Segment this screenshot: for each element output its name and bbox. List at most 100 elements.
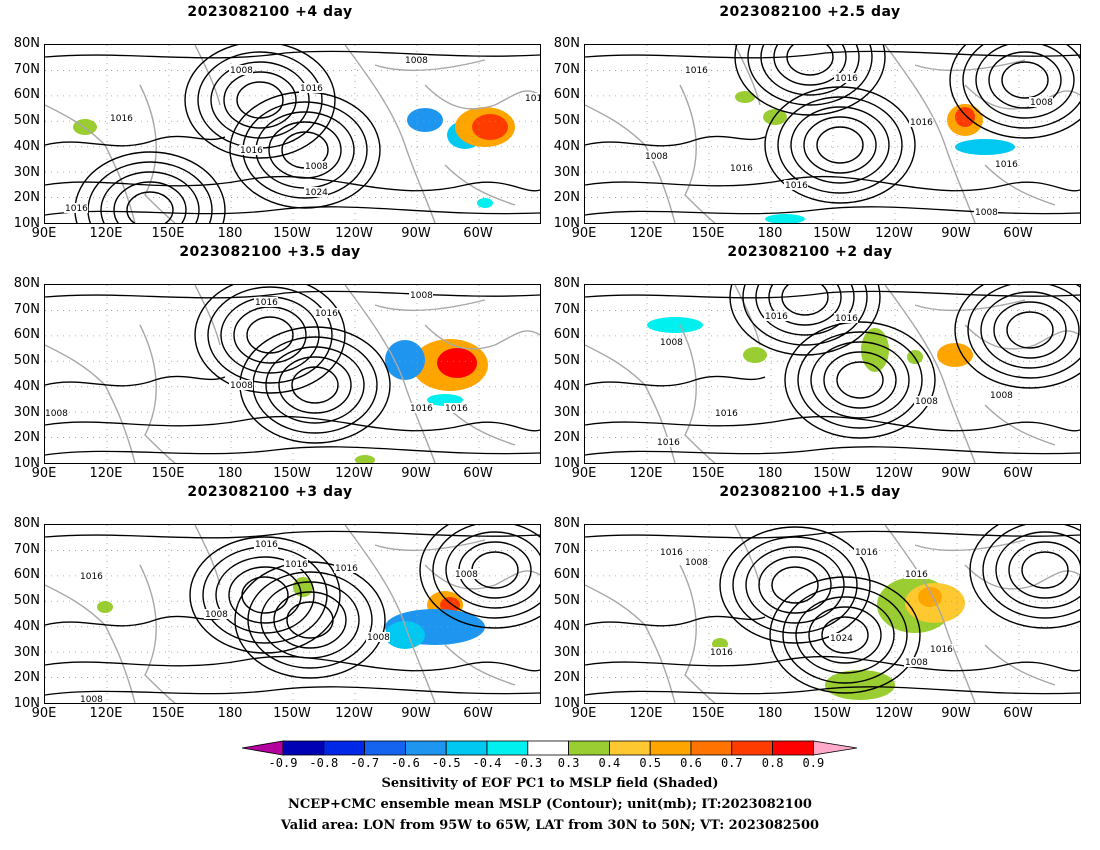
isobar-contour: [745, 546, 845, 624]
contour-label-bg: [684, 65, 708, 75]
contour-label: 1016: [300, 84, 323, 94]
latitude-label: 40N: [553, 378, 580, 394]
map-frame: 1016 1016 1008 1008 1008 1016 1016: [44, 284, 541, 464]
panel-title: 2023082100 +2.5 day: [719, 4, 901, 20]
longitude-label: 60W: [463, 226, 493, 241]
contour-label: 1016: [410, 404, 433, 414]
isobar-contour: [719, 526, 871, 644]
contour-label: 1016: [995, 160, 1018, 170]
isobar-contour: [969, 525, 1080, 629]
contour-label: 1016: [905, 570, 928, 580]
latitude-label: 50N: [13, 353, 40, 369]
caption-line-3: Valid area: LON from 95W to 65W, LAT fro…: [280, 818, 820, 833]
longitude-label: 120W: [335, 466, 373, 481]
contour-label: 1024: [830, 634, 853, 644]
isobar-contour: [585, 206, 1080, 216]
contour-label-bg: [929, 644, 953, 654]
contour-label: 1016: [240, 146, 263, 156]
contour-label: 1016: [255, 298, 278, 308]
contour-label: 1016: [80, 572, 103, 582]
contour-label: 1008: [305, 162, 328, 172]
coastline: [679, 324, 716, 463]
colorbar-swatch: [323, 740, 366, 756]
coastline: [424, 84, 540, 110]
isobar-contour: [803, 116, 877, 174]
latitude-label: 20N: [13, 430, 40, 446]
map-svg: 1008 1016 1016 1016 1016 1008 1024 1016 1008: [45, 45, 540, 223]
longitude-label: 90E: [31, 466, 57, 481]
panel-plus-3.5-day: 2023082100 +3.5 day 1016 1016 1008 1008 1008…: [0, 244, 541, 485]
isobar-contour: [194, 285, 346, 394]
isobar-contour: [585, 446, 1080, 456]
isobar-contour: [790, 106, 890, 184]
colorbar-label: 0.9: [802, 756, 825, 770]
panel-plus-4-day: 2023082100 +4 day 1008101610161016101610…: [0, 4, 541, 245]
latitude-label: 70N: [553, 61, 580, 77]
latitude-label: 20N: [13, 190, 40, 206]
isobar-contour: [995, 531, 1080, 609]
colorbar-label: -0.4: [472, 756, 502, 770]
isobar-contour: [808, 606, 882, 664]
longitude-label: 60W: [1003, 226, 1033, 241]
contour-label: 1016: [785, 181, 808, 191]
contour-label: 1016: [315, 309, 338, 319]
contour-label-bg: [989, 390, 1013, 400]
latitude-label: 40N: [553, 618, 580, 634]
isobar-contour: [988, 51, 1062, 109]
map-svg: 1016 1016 1008 1016 1008 1016 1016 1016 1008: [585, 45, 1080, 223]
latitude-label: 70N: [13, 541, 40, 557]
latitude-label: 10N: [13, 695, 40, 711]
longitude-label: 180: [217, 226, 243, 241]
coastline: [45, 344, 136, 463]
isobar-contour: [585, 375, 766, 387]
contour-label-bg: [79, 571, 103, 581]
contour-label-bg: [524, 93, 540, 103]
isobar-contour: [585, 290, 1080, 299]
panel-title: 2023082100 +1.5 day: [719, 484, 901, 500]
colorbar-swatch: [568, 740, 610, 756]
isobar-contour: [975, 45, 1075, 119]
latitude-label: 60N: [13, 87, 40, 103]
latitude-label: 40N: [13, 378, 40, 394]
contour-label: 1016: [657, 438, 680, 448]
isobar-contour: [45, 686, 540, 696]
panel-plus-2-day: 2023082100 +2 day 1016 1016 1008 1016 1008 10…: [540, 244, 1081, 485]
contour-label-bg: [79, 694, 103, 703]
longitude-label: 150E: [151, 226, 185, 241]
coastline: [884, 525, 976, 703]
panel-title: 2023082100 +3 day: [187, 484, 353, 500]
contour-label: 1008: [990, 391, 1013, 401]
longitude-label: 90E: [31, 706, 57, 721]
contour-label-bg: [714, 408, 738, 418]
isobar-contour: [732, 536, 858, 634]
colorbar-label: 0.6: [680, 756, 702, 770]
contour-label-bg: [254, 539, 278, 549]
contour-label: 1008: [80, 695, 103, 703]
sensitivity-shade: [918, 587, 942, 607]
isobar-contour: [585, 135, 766, 147]
coastline: [374, 539, 486, 552]
longitude-label: 150W: [813, 226, 851, 241]
longitude-label: 120W: [335, 706, 373, 721]
contour-label: 1008: [45, 409, 68, 419]
latitude-label: 60N: [553, 87, 580, 103]
latitude-label: 80N: [553, 276, 580, 291]
coastline: [585, 584, 676, 703]
contour-label-bg: [404, 55, 428, 65]
isobar-contour: [207, 286, 333, 384]
sensitivity-shade: [97, 601, 113, 613]
longitude-label: 150E: [151, 706, 185, 721]
isobar-contour: [1021, 551, 1069, 589]
contour-label: 1016: [710, 648, 733, 658]
isobar-contour: [810, 341, 910, 419]
latitude-label: 30N: [13, 164, 40, 180]
isobar-contour: [1006, 311, 1054, 349]
contour-label-bg: [914, 396, 938, 406]
colorbar-label: -0.8: [309, 756, 339, 770]
isobar-contour: [45, 446, 540, 456]
coastline: [194, 525, 221, 586]
isobar-contour: [585, 615, 766, 627]
contour-label-bg: [784, 180, 808, 190]
isobar-contour: [291, 366, 339, 404]
contour-label-bg: [229, 65, 253, 75]
